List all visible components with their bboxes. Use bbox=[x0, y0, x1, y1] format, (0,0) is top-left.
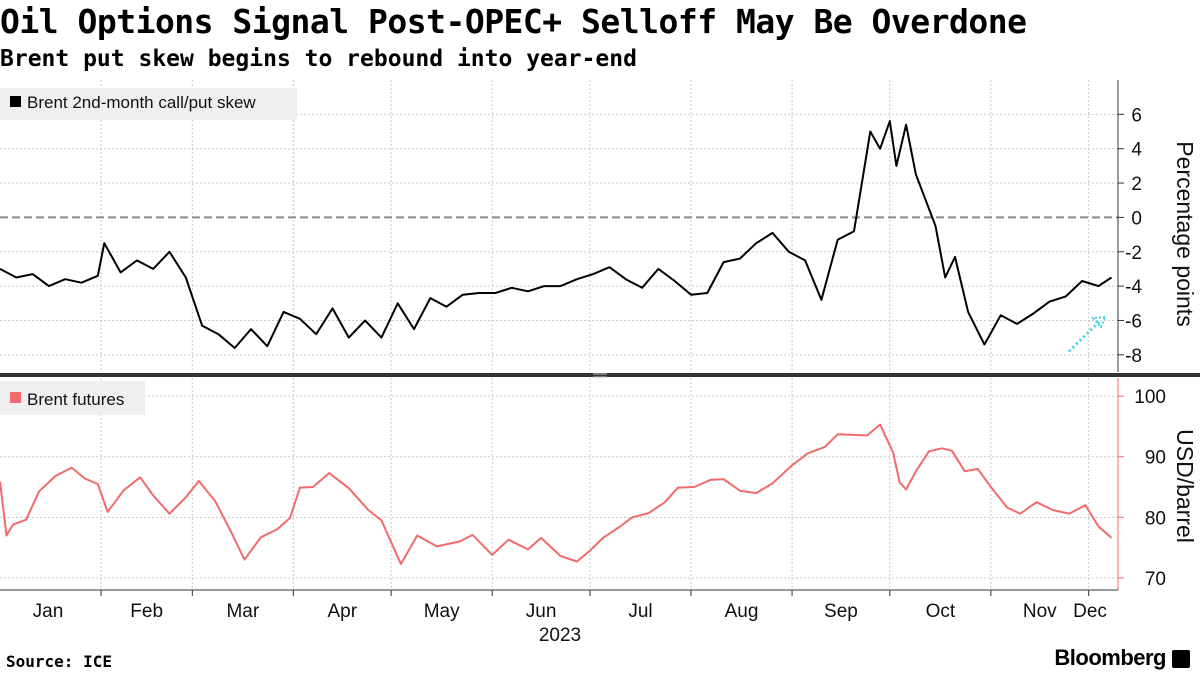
chart-subtitle: Brent put skew begins to rebound into ye… bbox=[0, 46, 637, 72]
futures-series-line bbox=[0, 423, 1113, 565]
futures-y-tick-label: 90 bbox=[1145, 448, 1166, 469]
x-tick-label: Aug bbox=[725, 601, 759, 622]
x-tick-label: Oct bbox=[926, 601, 956, 622]
x-tick-label: Mar bbox=[226, 601, 259, 622]
skew-y-tick-label: 6 bbox=[1131, 105, 1142, 126]
x-tick-label: Dec bbox=[1073, 601, 1107, 622]
skew-series-line bbox=[0, 120, 1113, 349]
bloomberg-logo: Bloomberg bbox=[1054, 645, 1166, 670]
chart-title: Oil Options Signal Post-OPEC+ Selloff Ma… bbox=[0, 2, 1027, 41]
grid-lines bbox=[0, 80, 1118, 590]
futures-panel: 70 80 90 100 Brent futures USD/barrel bbox=[0, 378, 1198, 590]
futures-legend-label: Brent futures bbox=[27, 390, 124, 409]
annotation-arrow-head bbox=[1090, 315, 1107, 329]
skew-y-tick-label: 0 bbox=[1131, 208, 1142, 229]
skew-legend-box bbox=[0, 88, 297, 120]
futures-legend-box bbox=[0, 381, 145, 415]
skew-y-tick-label: -4 bbox=[1125, 277, 1142, 298]
x-tick-label: Jan bbox=[33, 601, 64, 622]
skew-legend-label: Brent 2nd-month call/put skew bbox=[27, 93, 256, 112]
skew-y-tick-label: 2 bbox=[1131, 174, 1142, 195]
futures-y-tick-label: 80 bbox=[1145, 508, 1166, 529]
x-axis: Jan Feb Mar Apr May Jun Jul Aug Sep Oct Nov Dec 2023 bbox=[0, 373, 1200, 646]
futures-y-axis-title: USD/barrel bbox=[1172, 429, 1198, 543]
x-tick-label: Nov bbox=[1023, 601, 1057, 622]
futures-y-tick-label: 100 bbox=[1134, 387, 1166, 408]
futures-legend-swatch bbox=[10, 392, 21, 403]
skew-y-tick-label: -8 bbox=[1125, 346, 1142, 367]
annotation-arrow bbox=[1068, 318, 1103, 353]
x-tick-label: Jul bbox=[628, 601, 652, 622]
skew-y-tick-label: -6 bbox=[1125, 311, 1142, 332]
futures-y-tick-label: 70 bbox=[1145, 569, 1166, 590]
skew-panel: -8 -6 -4 -2 0 2 4 6 Brent 2nd-month call/put ske… bbox=[0, 80, 1198, 372]
x-year-label: 2023 bbox=[539, 625, 581, 646]
source-note: Source: ICE bbox=[6, 652, 112, 671]
x-tick-label: Apr bbox=[327, 601, 357, 622]
skew-legend-swatch bbox=[10, 96, 21, 107]
x-tick-label: Feb bbox=[130, 601, 163, 622]
skew-y-axis-title: Percentage points bbox=[1172, 141, 1198, 326]
x-tick-label: Sep bbox=[824, 601, 858, 622]
skew-y-tick-label: 4 bbox=[1131, 140, 1142, 161]
x-tick-label: Jun bbox=[526, 601, 557, 622]
skew-y-tick-label: -2 bbox=[1125, 243, 1142, 264]
bloomberg-logo-icon bbox=[1172, 650, 1190, 668]
x-tick-label: May bbox=[424, 601, 460, 622]
